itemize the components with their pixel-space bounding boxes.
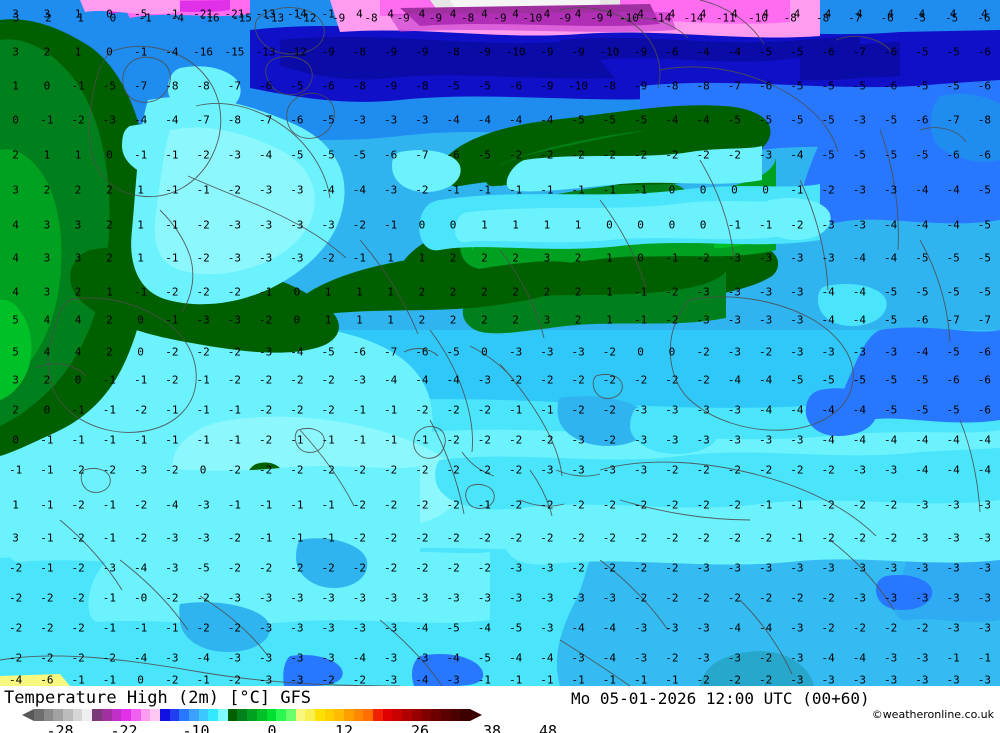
colorbar-swatch <box>130 709 141 721</box>
colorbar-high-cap <box>470 709 482 721</box>
colorbar-swatch <box>237 709 248 721</box>
colorbar-swatch <box>276 709 286 721</box>
map-footer: Temperature High (2m) [°C] GFS Mo 05-01-… <box>0 686 1000 733</box>
colorbar-swatch <box>431 709 441 721</box>
colorbar-swatch <box>159 709 170 721</box>
colorbar-swatch <box>353 709 364 721</box>
colorbar-swatch <box>247 709 257 721</box>
colorbar-swatch <box>72 709 83 721</box>
colorbar-swatch <box>121 709 131 721</box>
colorbar-swatch <box>344 709 354 721</box>
colorbar-swatch <box>198 709 209 721</box>
colorbar-swatch <box>256 709 267 721</box>
colorbar-tick-label: 38 <box>482 722 502 733</box>
colorbar-swatch <box>82 709 93 721</box>
colorbar-swatch <box>402 709 412 721</box>
colorbar-swatch <box>53 709 64 721</box>
colorbar-swatch <box>324 709 335 721</box>
colorbar-low-cap <box>22 709 34 721</box>
colorbar-swatch <box>421 709 432 721</box>
colorbar-swatch <box>92 709 102 721</box>
colorbar-swatch <box>189 709 199 721</box>
colorbar-tick-label: 0 <box>267 722 277 733</box>
colorbar-swatch <box>34 709 44 721</box>
colorbar-swatch <box>63 709 73 721</box>
colorbar-swatch <box>305 709 315 721</box>
colorbar-swatch <box>460 709 470 721</box>
colorbar-swatch <box>363 709 374 721</box>
colorbar-tick-label: 26 <box>410 722 430 733</box>
forecast-run-timestamp: Mo 05-01-2026 12:00 UTC (00+60) <box>571 689 870 708</box>
map-title: Temperature High (2m) [°C] GFS <box>4 688 312 708</box>
colorbar-swatch <box>411 709 422 721</box>
colorbar-swatch <box>295 709 306 721</box>
colorbar-swatch <box>450 709 461 721</box>
map-raster <box>0 0 1000 686</box>
colorbar-swatch <box>227 709 238 721</box>
colorbar-swatch <box>285 709 296 721</box>
colorbar-swatch <box>111 709 122 721</box>
colorbar-swatch <box>314 709 325 721</box>
colorbar-tick-label: 12 <box>334 722 354 733</box>
temperature-map[interactable]: 3 3 1 0 -5 -1 -21 -21 -13 -14 -1 4 4 4 4 4 4 4 4 4 4 4 4 4 4 4 4 4 4… <box>0 0 1000 686</box>
colorbar-swatch <box>150 709 160 721</box>
colorbar-swatch <box>440 709 451 721</box>
colorbar-tick-label: -28 <box>46 722 74 733</box>
colorbar-swatch <box>169 709 180 721</box>
colorbar-swatch <box>179 709 189 721</box>
colorbar-swatch <box>101 709 112 721</box>
colorbar-tick-label: -10 <box>182 722 210 733</box>
colorbar-swatch <box>208 709 219 721</box>
colorbar-swatch <box>373 709 383 721</box>
credit-label: ©weatheronline.co.uk <box>871 708 994 721</box>
colorbar-swatch <box>392 709 403 721</box>
colorbar-swatch <box>43 709 54 721</box>
colorbar-swatch <box>382 709 393 721</box>
colorbar-swatch <box>140 709 151 721</box>
colorbar-tick-label: 48 <box>538 722 558 733</box>
colorbar-swatches <box>34 709 470 721</box>
colorbar-tick-label: -22 <box>110 722 138 733</box>
colorbar-swatch <box>334 709 344 721</box>
temperature-colorbar <box>22 709 482 721</box>
colorbar-swatch <box>266 709 277 721</box>
colorbar-swatch <box>218 709 228 721</box>
